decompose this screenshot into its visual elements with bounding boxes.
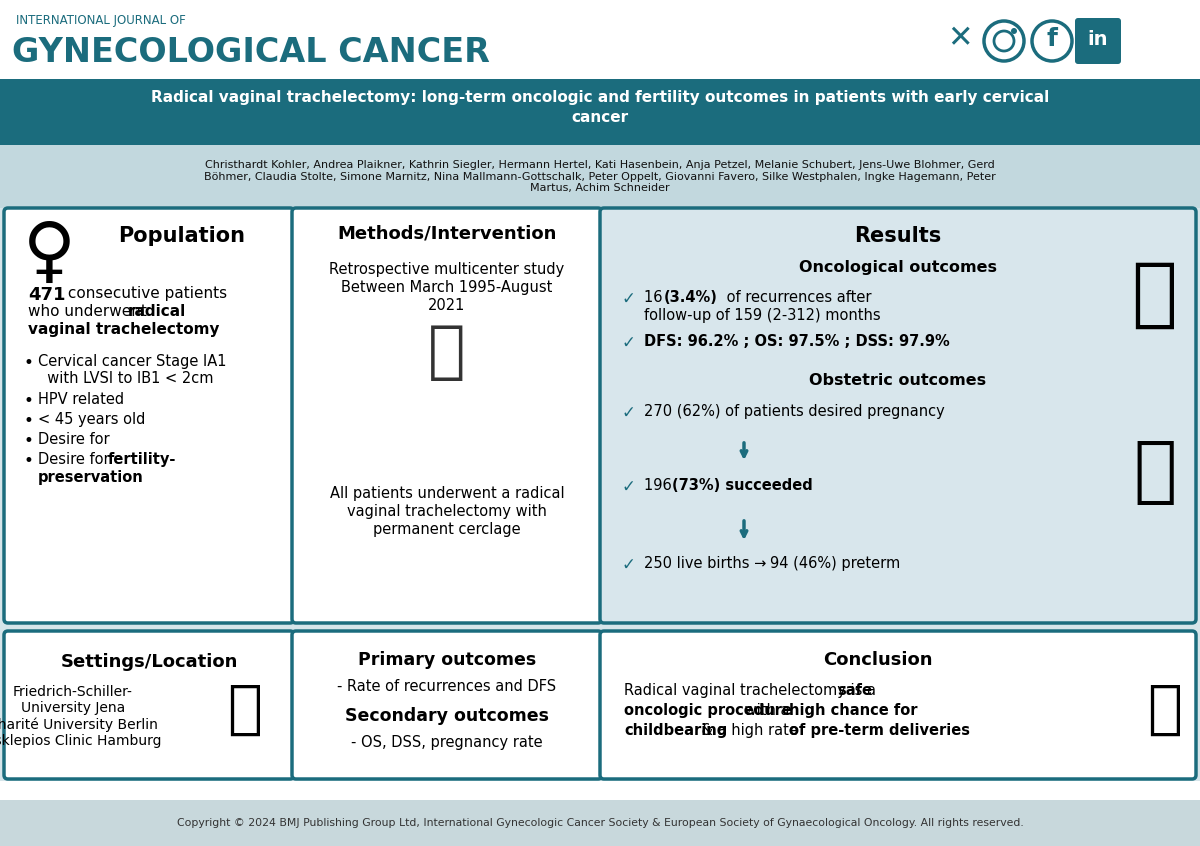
Text: consecutive patients: consecutive patients	[64, 286, 227, 301]
Text: Between March 1995-August: Between March 1995-August	[341, 280, 553, 295]
FancyBboxPatch shape	[292, 631, 602, 779]
Text: Desire for: Desire for	[38, 452, 114, 467]
Text: oncologic procedure: oncologic procedure	[624, 703, 792, 718]
Text: Christhardt Kohler, Andrea Plaikner, Kathrin Siegler, Hermann Hertel, Kati Hasen: Christhardt Kohler, Andrea Plaikner, Kat…	[204, 160, 996, 193]
Text: ✓: ✓	[622, 556, 636, 574]
Text: follow-up of 159 (2-312) months: follow-up of 159 (2-312) months	[644, 308, 881, 323]
Text: f: f	[1046, 27, 1057, 51]
Text: who underwent: who underwent	[28, 304, 151, 319]
Text: (73%) succeeded: (73%) succeeded	[672, 478, 812, 493]
Text: Methods/Intervention: Methods/Intervention	[337, 224, 557, 242]
Bar	[0, 82, 1200, 145]
Text: 🎗: 🎗	[1132, 258, 1177, 332]
Bar	[0, 79, 1200, 82]
Text: All patients underwent a radical: All patients underwent a radical	[330, 486, 564, 501]
Text: ✓: ✓	[622, 478, 636, 496]
Text: & a high rate: & a high rate	[697, 723, 803, 738]
FancyBboxPatch shape	[1075, 18, 1121, 64]
Text: 94 (46%) preterm: 94 (46%) preterm	[770, 556, 900, 571]
Text: (3.4%): (3.4%)	[664, 290, 718, 305]
Text: ✕: ✕	[947, 25, 973, 53]
Text: •: •	[23, 412, 32, 430]
Text: Copyright © 2024 BMJ Publishing Group Ltd, International Gynecologic Cancer Soci: Copyright © 2024 BMJ Publishing Group Lt…	[176, 818, 1024, 828]
Text: •: •	[23, 392, 32, 410]
Text: Population: Population	[118, 226, 245, 246]
Bar	[0, 0, 1200, 82]
Text: - OS, DSS, pregnancy rate: - OS, DSS, pregnancy rate	[352, 735, 542, 750]
Text: cancer: cancer	[571, 109, 629, 124]
Text: Conclusion: Conclusion	[823, 651, 932, 669]
Text: DFS: 96.2% ; OS: 97.5% ; DSS: 97.9%: DFS: 96.2% ; OS: 97.5% ; DSS: 97.9%	[644, 334, 949, 349]
Text: ♀: ♀	[23, 220, 76, 289]
Text: •: •	[23, 452, 32, 470]
Text: with a: with a	[740, 703, 794, 718]
Text: safe: safe	[838, 683, 872, 698]
Bar	[0, 145, 1200, 208]
Text: 2021: 2021	[428, 298, 466, 313]
Text: of recurrences after: of recurrences after	[722, 290, 871, 305]
Bar	[0, 800, 1200, 846]
Text: •: •	[23, 354, 32, 372]
Text: 🤲: 🤲	[1147, 681, 1182, 738]
Text: Cervical cancer Stage IA1
  with LVSI to IB1 < 2cm: Cervical cancer Stage IA1 with LVSI to I…	[38, 354, 227, 387]
Text: vaginal trachelectomy with: vaginal trachelectomy with	[347, 504, 547, 519]
Text: 🍼: 🍼	[1134, 438, 1177, 507]
FancyBboxPatch shape	[4, 208, 294, 623]
Text: HPV related: HPV related	[38, 392, 124, 407]
Text: Radical vaginal trachelectomy is a: Radical vaginal trachelectomy is a	[624, 683, 881, 698]
Text: ✓: ✓	[622, 334, 636, 352]
Text: of pre-term deliveries: of pre-term deliveries	[788, 723, 970, 738]
FancyBboxPatch shape	[600, 631, 1196, 779]
FancyBboxPatch shape	[4, 631, 294, 779]
Text: INTERNATIONAL JOURNAL OF: INTERNATIONAL JOURNAL OF	[16, 14, 186, 27]
Text: •: •	[23, 432, 32, 450]
Text: high chance for: high chance for	[788, 703, 917, 718]
Text: vaginal trachelectomy: vaginal trachelectomy	[28, 322, 220, 337]
FancyBboxPatch shape	[600, 208, 1196, 623]
Text: fertility-: fertility-	[108, 452, 176, 467]
Text: 16: 16	[644, 290, 667, 305]
Text: permanent cerclage: permanent cerclage	[373, 522, 521, 537]
Text: Desire for: Desire for	[38, 432, 114, 447]
Bar	[0, 208, 1200, 781]
FancyBboxPatch shape	[292, 208, 602, 623]
Text: radical: radical	[128, 304, 186, 319]
Text: 250 live births →: 250 live births →	[644, 556, 772, 571]
Text: childbearing: childbearing	[624, 723, 727, 738]
Text: Oncological outcomes: Oncological outcomes	[799, 260, 997, 275]
Text: ✓: ✓	[622, 290, 636, 308]
Text: Settings/Location: Settings/Location	[60, 653, 238, 671]
Text: Friedrich-Schiller-
University Jena
Charité University Berlin
Asklepios Clinic H: Friedrich-Schiller- University Jena Char…	[0, 685, 161, 748]
Text: ✋: ✋	[428, 323, 466, 383]
Text: < 45 years old: < 45 years old	[38, 412, 145, 427]
Text: 471: 471	[28, 286, 66, 304]
Text: GYNECOLOGICAL CANCER: GYNECOLOGICAL CANCER	[12, 36, 490, 69]
Text: 🏥: 🏥	[228, 681, 263, 738]
Text: in: in	[1087, 30, 1109, 48]
Text: ✓: ✓	[622, 404, 636, 422]
Text: 270 (62%) of patients desired pregnancy: 270 (62%) of patients desired pregnancy	[644, 404, 944, 419]
Text: Retrospective multicenter study: Retrospective multicenter study	[329, 262, 565, 277]
Text: Radical vaginal trachelectomy: long-term oncologic and fertility outcomes in pat: Radical vaginal trachelectomy: long-term…	[151, 90, 1049, 105]
Text: Obstetric outcomes: Obstetric outcomes	[810, 373, 986, 388]
Circle shape	[1010, 28, 1018, 34]
Text: 196: 196	[644, 478, 677, 493]
Text: - Rate of recurrences and DFS: - Rate of recurrences and DFS	[337, 679, 557, 694]
Text: Secondary outcomes: Secondary outcomes	[346, 707, 550, 725]
Text: Primary outcomes: Primary outcomes	[358, 651, 536, 669]
Text: preservation: preservation	[38, 470, 144, 485]
Text: Results: Results	[854, 226, 942, 246]
